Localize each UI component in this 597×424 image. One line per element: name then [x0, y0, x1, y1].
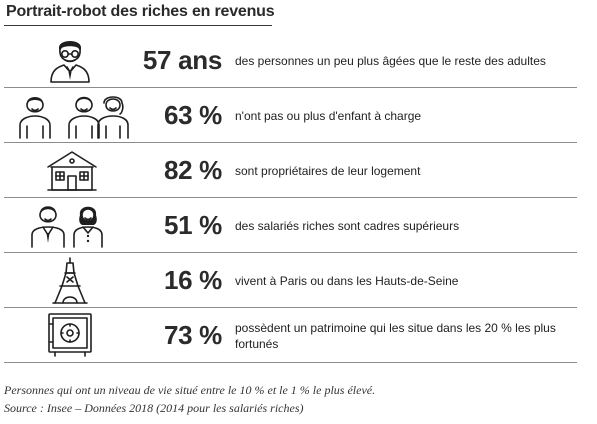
- stats-list: 57 ans des personnes un peu plus âgées q…: [4, 33, 577, 363]
- title-underline: [4, 25, 272, 26]
- source-note: Source : Insee – Données 2018 (2014 pour…: [4, 401, 304, 415]
- business-people-icon: [10, 198, 128, 253]
- eiffel-tower-icon: [10, 253, 128, 308]
- stat-value: 57 ans: [142, 45, 222, 75]
- safe-icon: [10, 308, 128, 363]
- stat-description: possèdent un patrimoine qui les situe da…: [235, 320, 556, 351]
- stat-row-executives: 51 % des salariés riches sont cadres sup…: [4, 198, 577, 253]
- stat-value: 73 %: [163, 320, 222, 350]
- stat-description: des salariés riches sont cadres supérieu…: [235, 218, 460, 233]
- stat-value: 63 %: [163, 100, 222, 130]
- family-icon: [10, 88, 129, 143]
- stat-description: sont propriétaires de leur logement: [235, 163, 421, 178]
- stat-description: vivent à Paris ou dans les Hauts-de-Sein…: [235, 273, 459, 288]
- stat-row-children: 63 % n'ont pas ou plus d'enfant à charge: [4, 88, 577, 143]
- stat-row-paris: 16 % vivent à Paris ou dans les Hauts-de…: [4, 253, 577, 308]
- stat-row-housing: 82 % sont propriétaires de leur logement: [4, 143, 577, 198]
- stat-value: 51 %: [163, 210, 222, 240]
- stat-description: n'ont pas ou plus d'enfant à charge: [235, 108, 422, 123]
- stat-value: 82 %: [163, 155, 222, 185]
- stat-row-age: 57 ans des personnes un peu plus âgées q…: [4, 33, 577, 88]
- stat-description: des personnes un peu plus âgées que le r…: [235, 53, 546, 68]
- elderly-man-icon: [10, 33, 128, 88]
- house-icon: [10, 143, 128, 198]
- stat-value: 16 %: [163, 265, 222, 295]
- definition-note: Personnes qui ont un niveau de vie situé…: [4, 383, 376, 397]
- infographic-title: Portrait-robot des riches en revenus: [6, 3, 275, 20]
- stat-row-wealth: 73 % possèdent un patrimoine qui les sit…: [4, 308, 577, 363]
